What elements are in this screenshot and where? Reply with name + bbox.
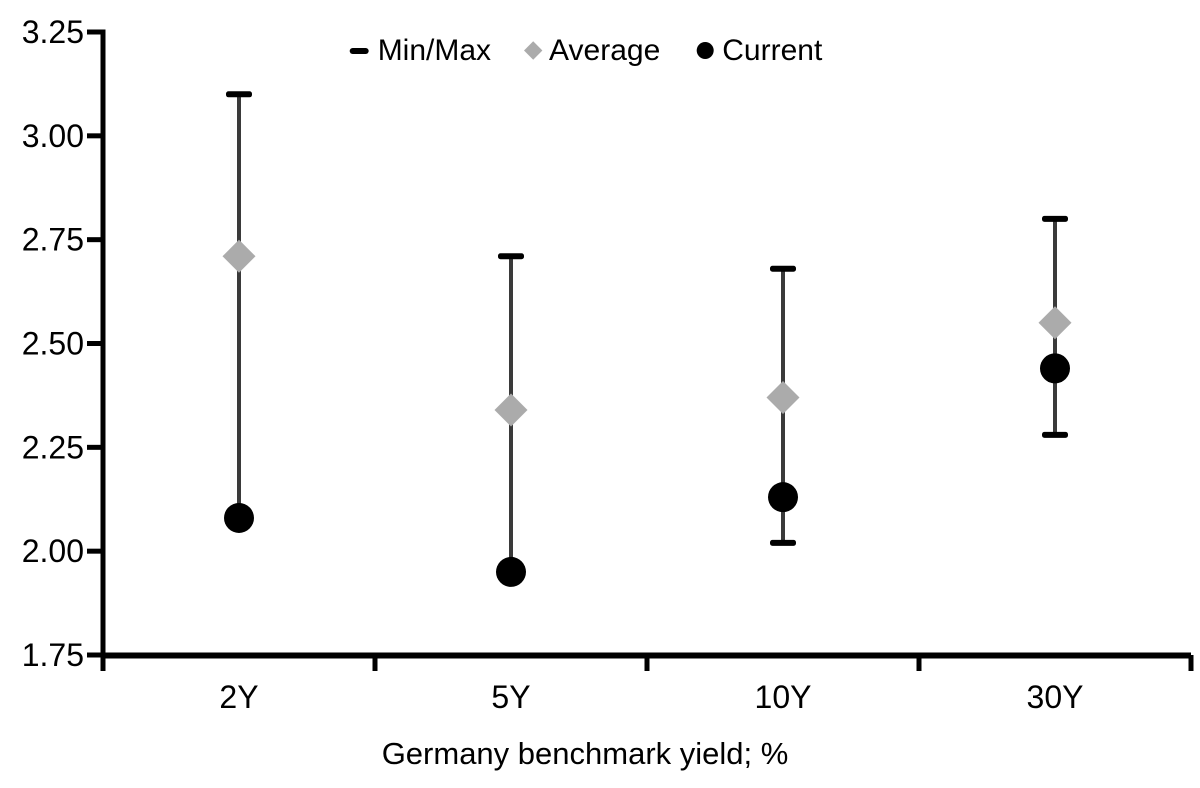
average-marker [766, 380, 800, 414]
current-marker [768, 482, 798, 513]
x-tick-label: 30Y [1027, 679, 1084, 715]
y-tick-label: 3.25 [22, 14, 84, 50]
legend-label-minmax: Min/Max [377, 34, 492, 67]
chart-legend: Min/Max Average Current [349, 34, 822, 67]
y-tick-label: 2.00 [22, 533, 84, 569]
x-tick-label: 2Y [219, 679, 258, 715]
min-cap [1042, 431, 1068, 438]
x-axis-title: Germany benchmark yield; % [381, 736, 789, 771]
average-marker [1038, 306, 1072, 340]
y-tick-label: 2.50 [22, 326, 84, 362]
max-cap [226, 91, 252, 98]
legend-item-minmax: Min/Max [349, 34, 492, 67]
min-cap [770, 539, 796, 546]
average-marker [222, 239, 256, 273]
max-cap [770, 265, 796, 272]
average-diamond-icon [524, 41, 543, 60]
legend-item-average: Average [524, 34, 661, 67]
current-marker [1040, 353, 1070, 384]
y-tick-label: 2.75 [22, 222, 84, 258]
current-marker [224, 502, 254, 533]
x-tick-label: 5Y [491, 679, 530, 715]
max-cap [1042, 215, 1068, 222]
current-marker [496, 556, 526, 587]
y-tick-label: 2.25 [22, 429, 84, 465]
y-tick-label: 1.75 [22, 637, 84, 673]
minmax-dash-icon [349, 47, 369, 54]
current-circle-icon [696, 42, 714, 59]
x-tick-label: 10Y [755, 679, 812, 715]
legend-label-average: Average [549, 34, 661, 67]
y-tick-label: 3.00 [22, 118, 84, 154]
legend-label-current: Current [722, 34, 823, 67]
average-marker [494, 393, 528, 427]
max-cap [498, 253, 524, 260]
legend-item-current: Current [696, 34, 822, 67]
